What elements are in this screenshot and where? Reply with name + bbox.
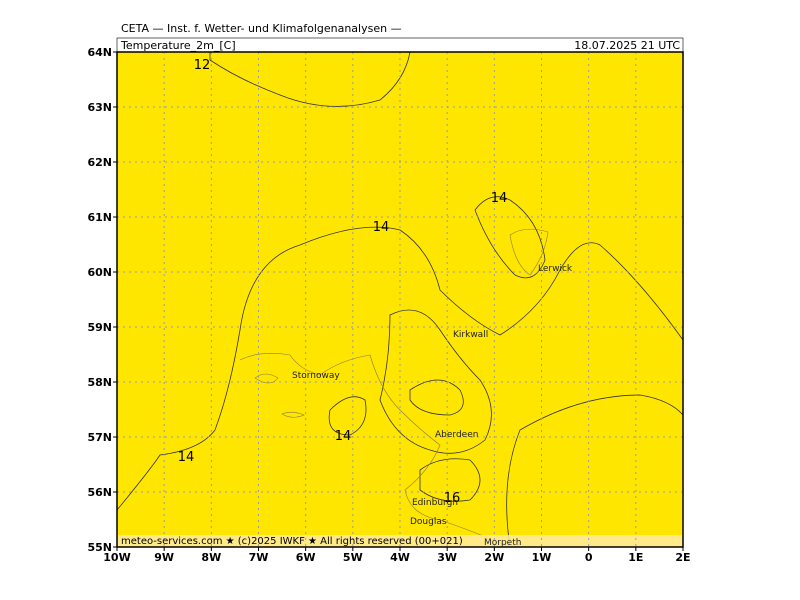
- place-label: Morpeth: [484, 538, 521, 548]
- place-label: Aberdeen: [435, 430, 478, 440]
- field-16-a: [409, 379, 464, 416]
- variable: Temperature_2m_[C]: [120, 39, 236, 52]
- lon-label: 9W: [154, 551, 174, 564]
- lon-label: 4W: [390, 551, 410, 564]
- shetland-coast: [509, 228, 549, 276]
- graticule: [117, 52, 683, 547]
- title: CETA — Inst. f. Wetter- und Klimafolgena…: [121, 22, 402, 35]
- lon-label: 1E: [628, 551, 643, 564]
- coastline: [239, 353, 511, 548]
- lon-label: 5W: [343, 551, 363, 564]
- lon-label: 0: [585, 551, 593, 564]
- lat-label: 61N: [87, 211, 112, 224]
- lon-label: 2W: [484, 551, 504, 564]
- place-label: Edinburgh: [412, 498, 458, 508]
- field-14-16: [116, 226, 684, 548]
- lon-label: 10W: [103, 551, 130, 564]
- lon-label: 2E: [675, 551, 690, 564]
- footer: meteo-services.com ★ (c)2025 IWKF ★ All …: [121, 536, 463, 547]
- place-label: Stornoway: [292, 371, 340, 381]
- lat-label: 55N: [87, 541, 112, 554]
- contour-label: 16: [444, 491, 461, 506]
- field-14-shetland: [474, 196, 546, 279]
- lat-label: 62N: [87, 156, 112, 169]
- lat-label: 56N: [87, 486, 112, 499]
- field-east: [506, 394, 684, 548]
- islands: [254, 373, 305, 418]
- contour-label: 14: [178, 450, 195, 465]
- place-label: Kirkwall: [453, 330, 488, 340]
- contour-label: 14: [491, 191, 508, 206]
- lat-label: 58N: [87, 376, 112, 389]
- field-moray: [379, 309, 492, 454]
- lon-label: 8W: [201, 551, 221, 564]
- lat-label: 64N: [87, 46, 112, 59]
- lon-label: 1W: [532, 551, 552, 564]
- lon-label: 3W: [437, 551, 457, 564]
- contour-label: 12: [194, 58, 211, 73]
- field-16-b: [419, 458, 481, 502]
- lat-label: 63N: [87, 101, 112, 114]
- place-label: Lerwick: [538, 264, 573, 274]
- place-label: Douglas: [410, 517, 447, 527]
- contour-label: 14: [373, 220, 390, 235]
- field-14-hebrides: [328, 396, 367, 436]
- lat-label: 60N: [87, 266, 112, 279]
- lat-label: 57N: [87, 431, 112, 444]
- lon-label: 6W: [296, 551, 316, 564]
- contour-label: 14: [335, 429, 352, 444]
- lat-label: 59N: [87, 321, 112, 334]
- lon-label: 7W: [249, 551, 269, 564]
- valid-time: 18.07.2025 21 UTC: [574, 39, 680, 52]
